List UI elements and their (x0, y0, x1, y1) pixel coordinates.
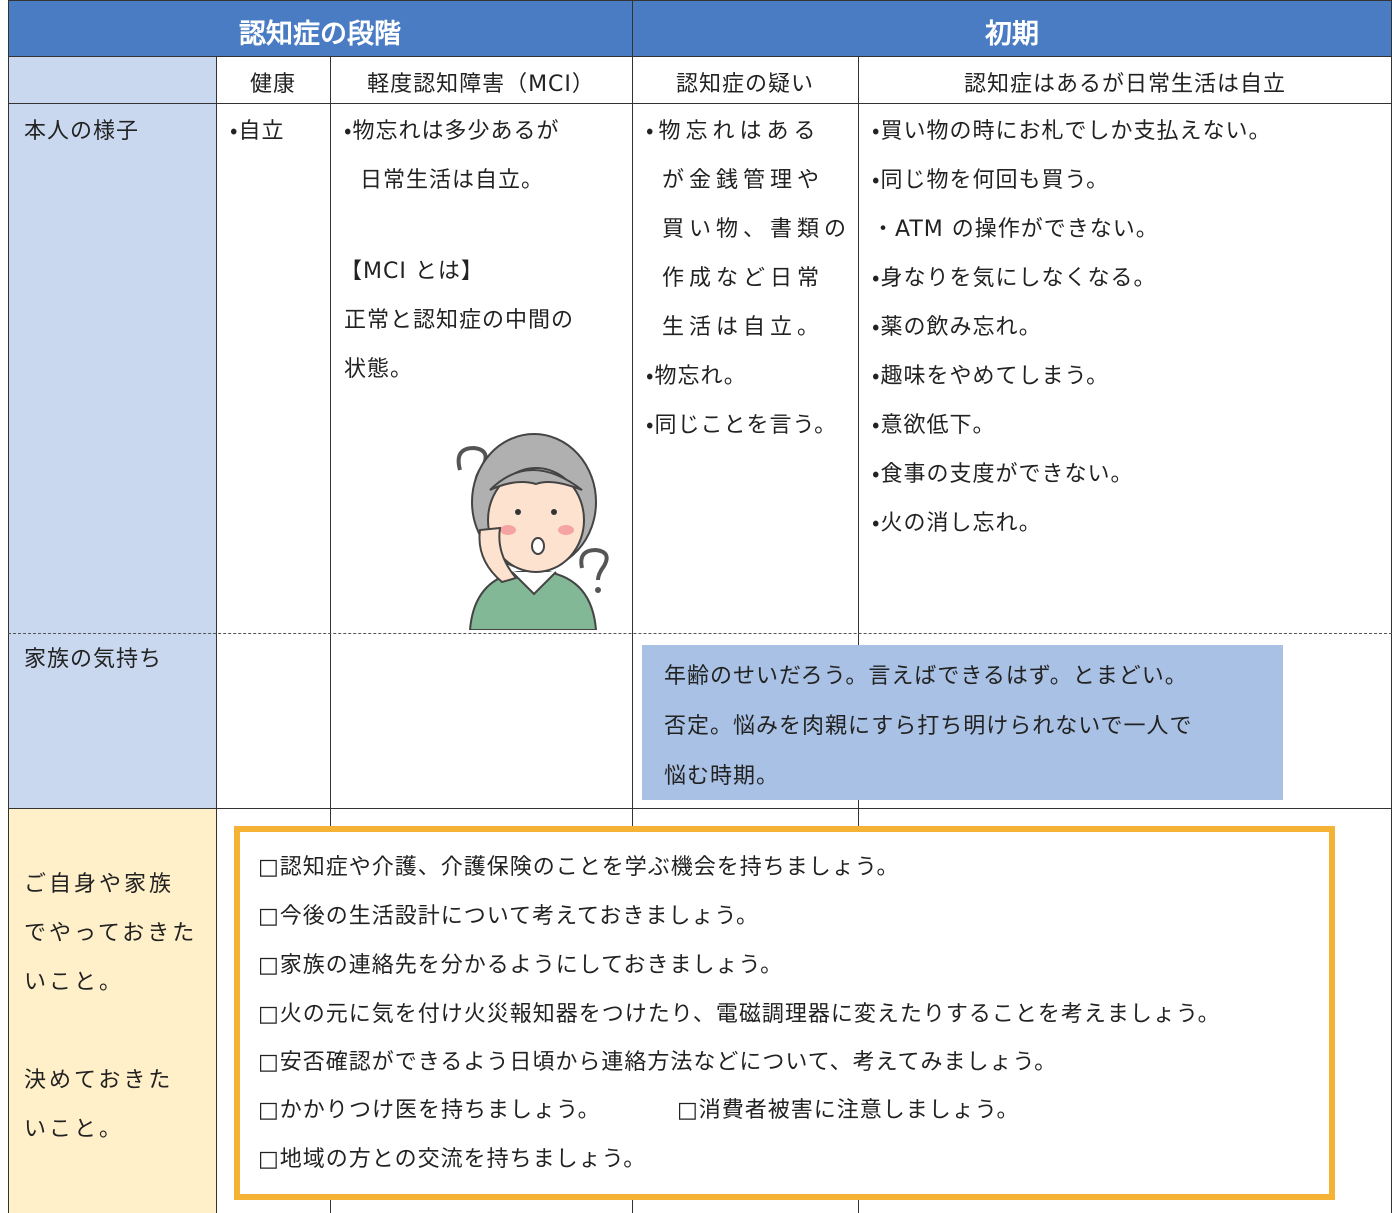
eye (515, 509, 521, 515)
border (330, 56, 331, 1213)
family-note: 悩む時期。 (664, 764, 780, 789)
todo-item: □家族の連絡先を分かるようにしておきましょう。 (258, 953, 784, 978)
row-label: 決めておきた (24, 1068, 174, 1093)
cell-text: ・物忘れは多少あるが (344, 119, 560, 144)
cell-text: 買い物、書類の (662, 217, 852, 242)
collar (511, 571, 557, 596)
cell-text: ・自立 (230, 119, 285, 144)
border (632, 0, 633, 1213)
row-label: いこと。 (24, 1117, 125, 1142)
cell-text: 状態。 (344, 357, 414, 382)
border (8, 808, 1392, 809)
row-label: 家族の気持ち (24, 647, 163, 672)
cell-text: ・ATM の操作ができない。 (872, 217, 1159, 242)
cell-text: が金銭管理や (662, 168, 825, 193)
border (8, 56, 1392, 57)
todo-item: □かかりつけ医を持ちましょう。 (258, 1098, 601, 1123)
bangs (489, 469, 583, 491)
column-header: 軽度認知障害（MCI） (367, 72, 595, 97)
cell-text: 作成など日常 (662, 266, 825, 291)
border (8, 0, 9, 1213)
cell-text: ・火の消し忘れ。 (872, 511, 1042, 536)
row-label: ご自身や家族 (24, 872, 175, 897)
cell-text: ・薬の飲み忘れ。 (872, 315, 1042, 340)
border (858, 56, 859, 1213)
cell-text: 生活は自立。 (662, 315, 825, 340)
todo-label-bg (8, 808, 216, 1213)
eye (551, 509, 557, 515)
cheek (500, 525, 516, 535)
cell-text: ・買い物の時にお札でしか支払えない。 (872, 119, 1272, 144)
cell-text: 日常生活は自立。 (360, 168, 545, 193)
todo-item: □安否確認ができるよう日頃から連絡方法などについて、考えてみましょう。 (258, 1050, 1058, 1075)
column-header: 健康 (249, 72, 296, 97)
row-label: でやっておきた (24, 921, 198, 946)
column-header: 認知症はあるが日常生活は自立 (963, 72, 1286, 97)
family-note: 年齢のせいだろう。言えばできるはず。とまどい。 (664, 664, 1188, 689)
column-header: 認知症の疑い (675, 72, 814, 97)
header-phase: 初期 (985, 19, 1039, 50)
border (216, 56, 217, 1213)
todo-item: □認知症や介護、介護保険のことを学ぶ機会を持ちましょう。 (258, 855, 900, 880)
border (8, 0, 1392, 1)
cell-text: ・物忘れ。 (646, 364, 747, 389)
row-label: 本人の様子 (24, 119, 140, 144)
cell-text: ・身なりを気にしなくなる。 (872, 266, 1157, 291)
mouth (531, 537, 545, 555)
header-stage: 認知症の段階 (239, 19, 401, 50)
todo-item: □火の元に気を付け火災報知器をつけたり、電磁調理器に変えたりすることを考えましょ… (258, 1002, 1221, 1027)
todo-box (234, 826, 1335, 1200)
label-col-bg (8, 56, 216, 808)
cell-text: ・物忘れはある (646, 119, 821, 144)
cheek (558, 525, 574, 535)
cell-text: 【MCI とは】 (340, 259, 484, 284)
row-label: いこと。 (24, 970, 125, 995)
todo-item: □地域の方との交流を持ちましょう。 (258, 1147, 647, 1172)
todo-item: □今後の生活設計について考えておきましょう。 (258, 904, 760, 929)
face (487, 467, 585, 573)
cell-text: ・趣味をやめてしまう。 (872, 364, 1110, 389)
cell-text: ・意欲低下。 (872, 413, 996, 438)
todo-item: □消費者被害に注意しましょう。 (677, 1098, 1020, 1123)
cell-text: ・同じ物を何回も買う。 (872, 168, 1110, 193)
cell-text: ・食事の支度ができない。 (872, 462, 1134, 487)
border (8, 633, 1392, 634)
illustration (456, 433, 609, 630)
cell-text: ・同じことを言う。 (646, 413, 838, 438)
header-bg (8, 0, 1392, 56)
question-mark (579, 547, 609, 581)
border (8, 103, 1392, 104)
question-mark (595, 587, 601, 593)
family-note: 否定。悩みを肉親にすら打ち明けられないで一人で (664, 714, 1193, 739)
cell-text: 正常と認知症の中間の (344, 308, 575, 333)
hand (478, 526, 518, 584)
family-note-box (642, 645, 1283, 800)
